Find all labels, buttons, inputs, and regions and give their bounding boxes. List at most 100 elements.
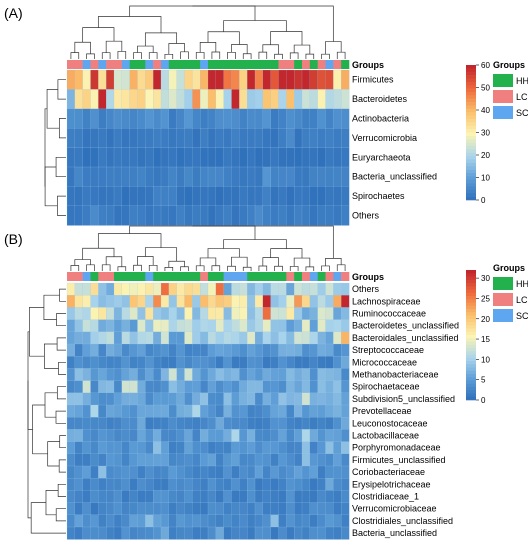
heatmap-cell <box>325 453 334 467</box>
heatmap-cell <box>325 441 334 455</box>
heatmap-cell <box>129 69 138 90</box>
heatmap-cell <box>286 368 295 381</box>
group-cell <box>106 272 115 281</box>
heatmap-cell <box>207 307 217 320</box>
colorbar-segment <box>466 361 476 365</box>
column-dendrogram-branch <box>101 52 111 59</box>
heatmap-cell <box>341 502 350 516</box>
heatmap-cell <box>294 502 303 516</box>
heatmap-cell <box>325 128 334 148</box>
heatmap-cell <box>160 307 170 320</box>
heatmap-cell <box>82 526 91 540</box>
heatmap-cell <box>90 368 99 381</box>
heatmap-cell <box>239 404 248 418</box>
colorbar-segment <box>466 380 476 385</box>
heatmap-cell <box>160 69 170 90</box>
heatmap-cell <box>309 331 319 345</box>
heatmap-cell <box>286 89 295 110</box>
heatmap-cell <box>192 186 201 207</box>
heatmap-cell <box>192 526 201 540</box>
heatmap-cell <box>106 392 115 406</box>
heatmap-cell <box>82 417 91 430</box>
heatmap-cell <box>106 108 115 129</box>
group-cell <box>90 60 99 69</box>
heatmap-cell <box>200 128 209 148</box>
heatmap-cell <box>153 186 162 207</box>
heatmap-cell <box>262 514 272 528</box>
heatmap-cell <box>98 429 107 442</box>
heatmap-cell <box>121 343 131 357</box>
heatmap-cell <box>247 514 256 528</box>
colorbar-segment <box>466 322 476 326</box>
heatmap-cell <box>176 392 185 406</box>
column-dendrogram-branch <box>168 43 185 55</box>
heatmap-cell <box>309 417 319 430</box>
column-dendrogram-branch <box>192 225 334 259</box>
heatmap-cell <box>153 128 162 148</box>
heatmap-cell <box>231 514 240 528</box>
column-dendrogram-branch <box>195 265 205 271</box>
heatmap-cell <box>317 404 326 418</box>
heatmap-cell <box>317 343 326 357</box>
group-cell <box>325 60 334 69</box>
heatmap-cell <box>254 429 264 442</box>
row-label: Erysipelotrichaceae <box>352 479 431 489</box>
heatmap-cell <box>333 89 342 110</box>
heatmap-cell <box>137 502 146 516</box>
heatmap-cell <box>153 69 162 90</box>
heatmap-cell <box>333 295 342 308</box>
row-dendrogram-branch <box>59 435 66 449</box>
heatmap-cell <box>301 465 311 479</box>
heatmap-cell <box>325 465 334 479</box>
row-label: Others <box>352 211 380 221</box>
heatmap-cell <box>231 343 240 357</box>
heatmap-cell <box>90 166 99 187</box>
colorbar-segment <box>466 139 476 143</box>
heatmap-cell <box>254 128 264 148</box>
heatmap-cell <box>278 282 287 296</box>
heatmap-cell <box>145 205 154 226</box>
group-cell <box>200 60 209 69</box>
heatmap-cell <box>90 186 99 207</box>
heatmap-cell <box>301 368 311 381</box>
colorbar-segment <box>466 270 476 274</box>
heatmap-cell <box>247 331 256 345</box>
colorbar-segment <box>466 312 476 316</box>
heatmap-cell <box>262 453 272 467</box>
heatmap-cell <box>74 356 84 369</box>
heatmap-cell <box>192 502 201 516</box>
heatmap-cell <box>176 319 185 333</box>
heatmap-cell <box>74 526 84 540</box>
heatmap-cell <box>129 502 138 516</box>
heatmap-cell <box>223 514 232 528</box>
heatmap-cell <box>145 147 154 168</box>
heatmap-cell <box>262 128 272 148</box>
heatmap-cell <box>98 147 107 168</box>
heatmap-cell <box>153 89 162 110</box>
heatmap-cell <box>121 307 131 320</box>
heatmap-cell <box>129 331 138 345</box>
heatmap-cell <box>113 404 123 418</box>
colorbar-segment <box>466 159 476 164</box>
heatmap-cell <box>286 356 295 369</box>
heatmap-cell <box>341 368 350 381</box>
heatmap-cell <box>192 441 201 455</box>
heatmap-cell <box>207 368 217 381</box>
heatmap-cell <box>145 295 154 308</box>
heatmap-cell <box>207 282 217 296</box>
heatmap-cell <box>207 147 217 168</box>
heatmap-cell <box>192 417 201 430</box>
heatmap-cell <box>98 186 107 207</box>
heatmap-cell <box>90 490 99 503</box>
heatmap-cell <box>82 356 91 369</box>
heatmap-cell <box>223 441 232 455</box>
heatmap-cell <box>184 404 193 418</box>
colorbar-segment <box>466 132 476 137</box>
column-dendrogram-branch <box>227 265 236 271</box>
heatmap-cell <box>200 295 209 308</box>
heatmap-cell <box>74 343 84 357</box>
heatmap-cell <box>301 331 311 345</box>
legend-swatch <box>493 106 513 119</box>
heatmap-cell <box>192 147 201 168</box>
heatmap-cell <box>160 478 170 491</box>
